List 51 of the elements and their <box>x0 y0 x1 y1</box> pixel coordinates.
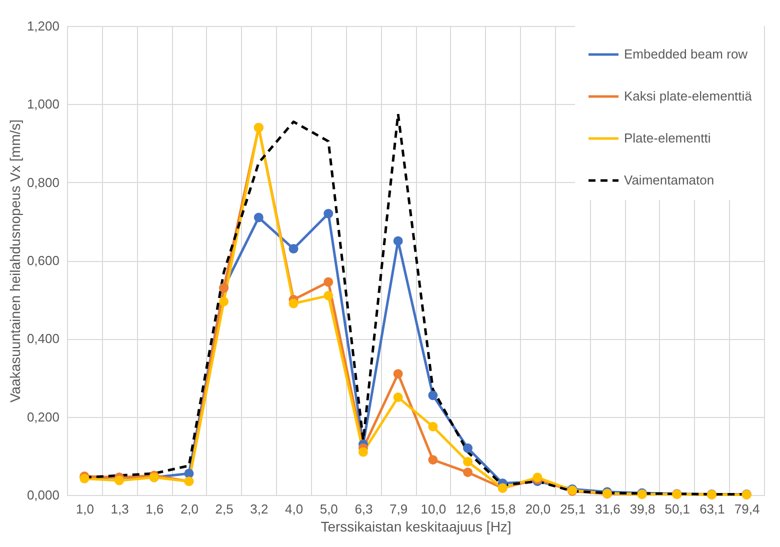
point <box>324 277 334 287</box>
point <box>324 208 334 218</box>
point <box>358 447 368 457</box>
point <box>288 244 298 254</box>
y-tick-label: 1,000 <box>26 96 60 112</box>
y-tick-label: 1,200 <box>26 18 60 34</box>
x-tick-label: 1,3 <box>110 502 129 516</box>
x-tick-label: 25,1 <box>560 502 586 516</box>
y-axis-title: Vaakasuuntainen heilahdusnopeus Vx [mm/s] <box>6 119 23 403</box>
point <box>428 422 438 432</box>
point <box>463 468 473 478</box>
point <box>393 392 403 402</box>
point <box>428 390 438 400</box>
legend-label: Kaksi plate-elementtiä <box>624 88 753 104</box>
x-tick-label: 39,8 <box>630 502 656 516</box>
point <box>463 457 473 467</box>
x-tick-label: 3,2 <box>250 502 268 516</box>
point <box>393 236 403 246</box>
x-tick-label: 4,0 <box>284 502 304 516</box>
x-tick-label: 2,5 <box>215 502 234 516</box>
x-tick-label: 79,4 <box>734 502 760 516</box>
x-axis-title: Terssikaistan keskitaajuus [Hz] <box>320 518 512 534</box>
point <box>288 298 298 308</box>
x-tick-label: 7,9 <box>390 502 408 516</box>
point <box>114 476 124 486</box>
x-tick-label: 1,0 <box>76 502 94 516</box>
x-tick-label: 63,1 <box>700 502 725 516</box>
point <box>254 212 264 222</box>
x-tick-label: 15,8 <box>490 502 516 516</box>
x-tick-label: 20,0 <box>525 502 551 516</box>
x-tick-label: 5,0 <box>320 502 338 516</box>
point <box>428 455 438 465</box>
y-tick-label: 0,800 <box>26 174 60 190</box>
point <box>324 290 334 300</box>
point <box>219 296 229 306</box>
legend-label: Vaimentamaton <box>624 172 714 188</box>
x-tick-label: 6,3 <box>354 502 373 516</box>
y-tick-label: 0,200 <box>26 409 60 424</box>
x-tick-label: 50,1 <box>664 502 690 516</box>
point <box>393 369 403 379</box>
legend-label: Plate-elementti <box>624 130 711 146</box>
y-tick-label: 0,400 <box>26 331 60 346</box>
x-tick-label: 1,6 <box>146 502 164 516</box>
x-tick-label: 2,0 <box>180 502 199 516</box>
x-tick-label: 31,6 <box>595 502 620 516</box>
point <box>463 443 473 453</box>
y-tick-label: 0,000 <box>26 488 60 502</box>
x-tick-label: 12,6 <box>456 502 481 516</box>
x-tick-label: 10,0 <box>420 502 446 516</box>
legend-label: Embedded beam row <box>624 46 748 62</box>
y-tick-label: 0,600 <box>26 253 60 268</box>
